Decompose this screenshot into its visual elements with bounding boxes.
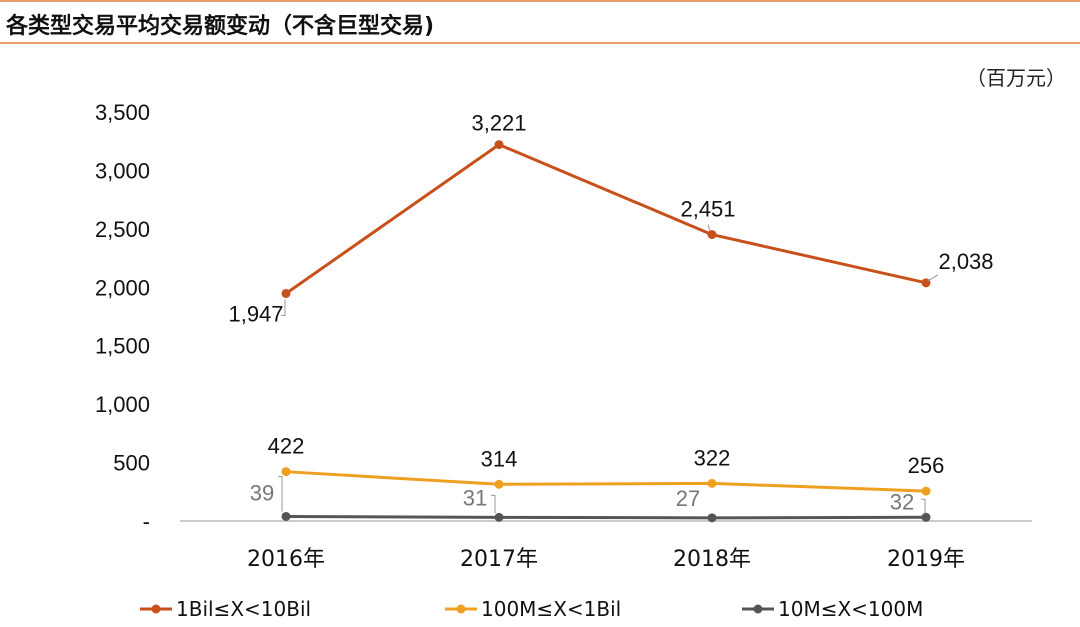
leader-line bbox=[281, 299, 286, 316]
x-tick-label: 2017年 bbox=[460, 547, 538, 572]
leader-line bbox=[491, 494, 496, 514]
unit-label: （百万元） bbox=[966, 66, 1066, 90]
series-line bbox=[285, 143, 927, 295]
data-label: 2,038 bbox=[938, 249, 993, 274]
legend-swatch-marker bbox=[753, 604, 763, 614]
data-point bbox=[921, 486, 931, 496]
data-point bbox=[281, 288, 291, 298]
data-label: 256 bbox=[908, 453, 945, 478]
data-label: 422 bbox=[268, 434, 305, 459]
y-tick-label: 2,000 bbox=[95, 275, 150, 300]
data-label: 39 bbox=[250, 480, 274, 505]
title-bar: 各类型交易平均交易额变动（不含巨型交易) bbox=[0, 0, 1080, 44]
y-tick-label: - bbox=[143, 509, 150, 534]
series-line bbox=[285, 470, 927, 493]
data-label: 322 bbox=[694, 445, 731, 470]
legend-label: 10M≤X<100M bbox=[778, 597, 923, 621]
y-tick-label: 2,500 bbox=[95, 217, 150, 242]
data-label-layer: 1,947 3,221 2,451 2,038 422 314 322 256 39 31 27 32 bbox=[228, 111, 993, 515]
data-point bbox=[494, 479, 504, 489]
leader-line bbox=[707, 224, 711, 231]
series-layer bbox=[281, 140, 931, 523]
x-tick-label: 2018年 bbox=[673, 547, 751, 572]
y-tick-label: 3,000 bbox=[95, 158, 150, 183]
leader-line bbox=[927, 274, 939, 282]
x-tick-label: 2016年 bbox=[247, 547, 325, 572]
data-point bbox=[281, 467, 291, 477]
series-line bbox=[285, 514, 927, 520]
data-point bbox=[707, 513, 717, 523]
data-label: 31 bbox=[463, 485, 487, 510]
data-point bbox=[707, 478, 717, 488]
data-label: 1,947 bbox=[228, 301, 283, 326]
x-tick-label: 2019年 bbox=[887, 547, 965, 572]
y-tick-label: 1,500 bbox=[95, 334, 150, 359]
axis-layer: - 500 1,000 1,500 2,000 2,500 3,000 3,500 2016年 2… bbox=[95, 100, 1032, 572]
legend-swatch-marker bbox=[151, 604, 161, 614]
data-point bbox=[921, 512, 931, 522]
data-point bbox=[707, 230, 717, 240]
data-point bbox=[494, 512, 504, 522]
y-tick-label: 1,000 bbox=[95, 392, 150, 417]
legend-swatch-marker bbox=[456, 604, 466, 614]
legend: 1Bil≤X<10Bil 100M≤X<1Bil 10M≤X<100M bbox=[140, 597, 923, 621]
data-label: 3,221 bbox=[471, 111, 526, 136]
data-label: 27 bbox=[676, 486, 700, 511]
legend-label: 100M≤X<1Bil bbox=[481, 597, 621, 621]
data-point bbox=[494, 140, 504, 150]
y-tick-label: 3,500 bbox=[95, 100, 150, 125]
data-label: 32 bbox=[890, 489, 914, 514]
legend-label: 1Bil≤X<10Bil bbox=[176, 597, 311, 621]
data-label: 314 bbox=[481, 446, 518, 471]
y-tick-label: 500 bbox=[113, 451, 150, 476]
data-point bbox=[281, 511, 291, 521]
leader-line bbox=[278, 475, 283, 512]
chart-title: 各类型交易平均交易额变动（不含巨型交易) bbox=[6, 14, 435, 39]
leader-line bbox=[921, 498, 926, 514]
data-label: 2,451 bbox=[680, 197, 735, 222]
